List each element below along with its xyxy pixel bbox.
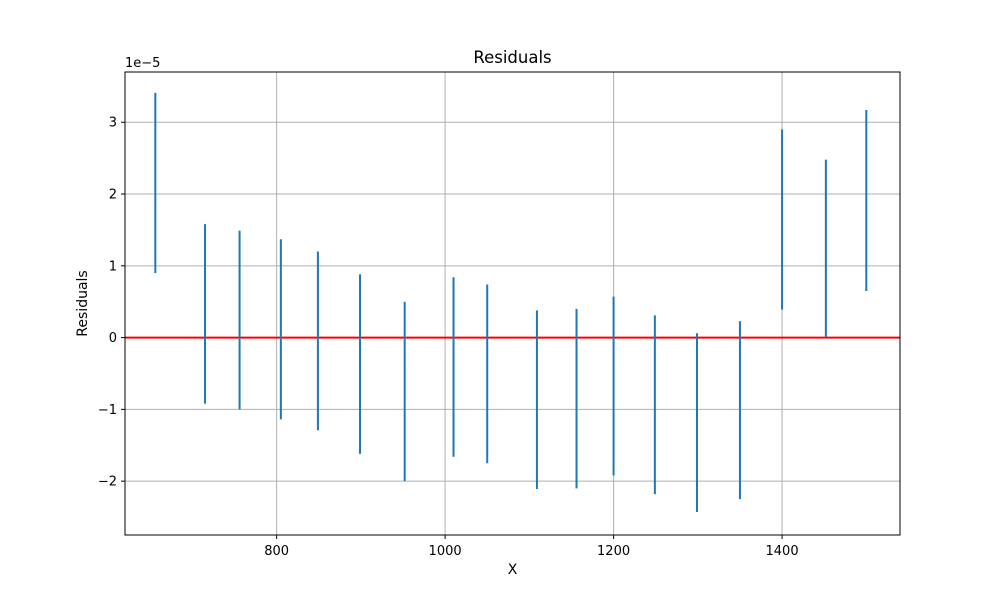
error-bars [154,92,868,513]
y-tick-label: −1 [98,403,117,418]
y-axis-label: Residuals [75,270,91,336]
x-axis-label: X [508,562,518,578]
y-tick-label: −2 [98,475,117,490]
y-scale-offset-label: 1e−5 [125,56,160,71]
y-tick-label: 0 [109,331,117,346]
x-tick-label: 800 [264,544,289,559]
chart-title: Residuals [473,48,551,67]
x-tick-label: 1000 [429,544,462,559]
plot-frame [124,71,901,536]
y-tick-label: 2 [109,188,117,203]
x-tick-label: 1200 [597,544,630,559]
x-tick-label: 1400 [766,544,799,559]
y-tick-label: 3 [109,116,117,131]
y-tick-label: 1 [109,259,117,274]
axis-ticks: 800 1000 1200 1400 −2 −1 0 1 2 3 [98,116,799,559]
